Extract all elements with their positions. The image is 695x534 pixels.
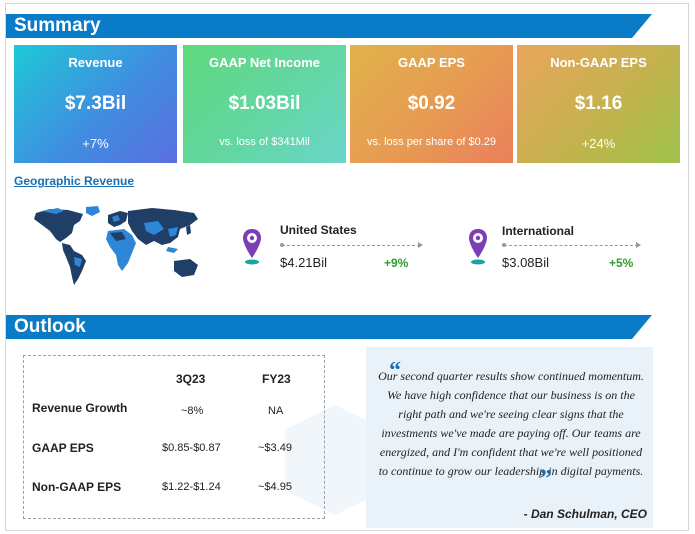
gaap-eps-card: GAAP EPS $0.92 vs. loss per share of $0.…	[350, 45, 513, 163]
card-label: GAAP Net Income	[208, 55, 320, 70]
cell-gaap-eps-fy23: ~$3.49	[258, 442, 292, 454]
close-quote-icon: ”	[540, 466, 552, 492]
row-label-non-gaap-eps: Non-GAAP EPS	[32, 480, 122, 494]
outlook-heading: Outlook	[6, 315, 652, 339]
cell-revenue-growth-3q23: ~8%	[181, 405, 204, 417]
card-sub: +24%	[581, 136, 616, 151]
region-growth-international: +5%	[609, 256, 634, 270]
region-name-international: International	[502, 224, 575, 238]
region-value-international: $3.08Bil	[502, 255, 549, 270]
non-gaap-eps-card: Non-GAAP EPS $1.16 +24%	[517, 45, 680, 163]
quote-author: - Dan Schulman, CEO	[523, 507, 647, 521]
row-label-gaap-eps: GAAP EPS	[32, 441, 94, 455]
region-divider	[280, 242, 423, 248]
card-sub: vs. loss of $341Mil	[219, 136, 310, 148]
region-name-us: United States	[280, 223, 357, 237]
summary-heading: Summary	[6, 14, 652, 38]
revenue-card: Revenue $7.3Bil +7%	[14, 45, 177, 163]
ceo-quote-text: Our second quarter results show continue…	[378, 369, 644, 478]
cell-gaap-eps-3q23: $0.85-$0.87	[162, 442, 221, 454]
geographic-revenue-heading: Geographic Revenue	[14, 174, 135, 188]
region-divider	[502, 242, 641, 248]
card-value: $1.16	[574, 93, 623, 114]
ceo-quote-panel	[366, 347, 653, 528]
region-value-us: $4.21Bil	[280, 255, 327, 270]
cell-non-gaap-eps-fy23: ~$4.95	[258, 481, 292, 493]
cell-revenue-growth-fy23: NA	[268, 405, 284, 417]
column-header-fy23: FY23	[262, 372, 291, 386]
card-value: $1.03Bil	[228, 93, 301, 114]
card-sub: +7%	[82, 136, 109, 151]
card-label: Non-GAAP EPS	[550, 55, 647, 70]
location-pin-icon	[243, 229, 261, 265]
card-label: Revenue	[68, 55, 123, 70]
region-growth-us: +9%	[384, 256, 409, 270]
world-map-icon	[34, 206, 198, 285]
card-value: $7.3Bil	[64, 93, 127, 114]
card-value: $0.92	[407, 93, 456, 114]
watermark-logo-icon	[285, 405, 385, 515]
column-header-3q23: 3Q23	[176, 372, 206, 386]
cell-non-gaap-eps-3q23: $1.22-$1.24	[162, 481, 221, 493]
open-quote-icon: “	[389, 358, 401, 384]
location-pin-icon	[469, 229, 487, 265]
gaap-net-income-card: GAAP Net Income $1.03Bil vs. loss of $34…	[183, 45, 346, 163]
infographic-frame	[5, 3, 689, 531]
card-sub: vs. loss per share of $0.29	[366, 136, 496, 148]
row-label-revenue-growth: Revenue Growth	[32, 401, 128, 415]
outlook-table	[23, 355, 325, 519]
card-label: GAAP EPS	[398, 55, 465, 70]
